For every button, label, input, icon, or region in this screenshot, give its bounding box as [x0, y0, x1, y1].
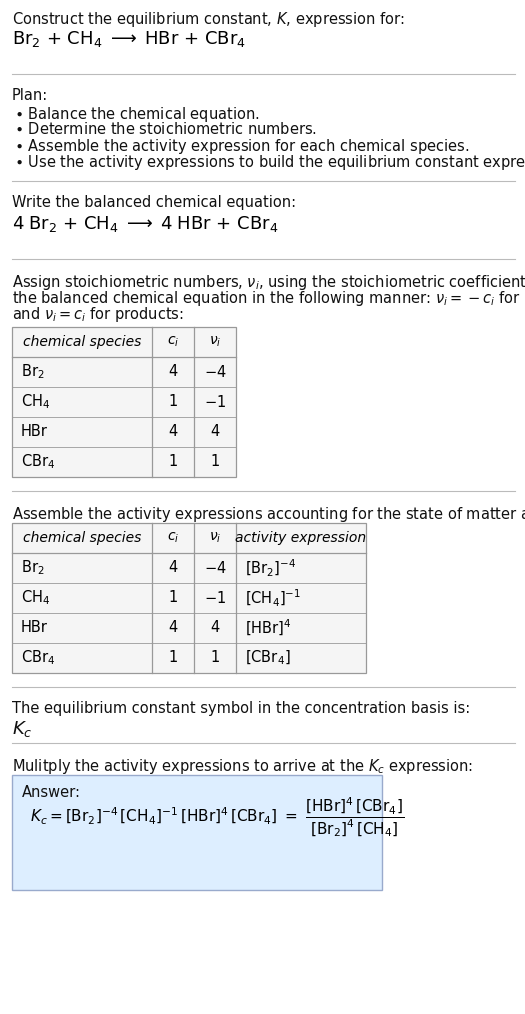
Text: 1: 1 — [211, 454, 219, 469]
Text: $\mathrm{CH_4}$: $\mathrm{CH_4}$ — [21, 589, 50, 607]
Text: 1: 1 — [169, 651, 177, 665]
Text: the balanced chemical equation in the following manner: $\nu_i = -c_i$ for react: the balanced chemical equation in the fo… — [12, 289, 525, 308]
Text: $\bullet$ Assemble the activity expression for each chemical species.: $\bullet$ Assemble the activity expressi… — [14, 137, 469, 156]
Text: $\nu_i$: $\nu_i$ — [209, 335, 221, 349]
Text: HBr: HBr — [21, 425, 48, 439]
Text: $-1$: $-1$ — [204, 394, 226, 410]
Text: and $\nu_i = c_i$ for products:: and $\nu_i = c_i$ for products: — [12, 305, 184, 324]
Text: $[\mathrm{Br_2}]^{-4}$: $[\mathrm{Br_2}]^{-4}$ — [245, 558, 296, 579]
Text: Assemble the activity expressions accounting for the state of matter and $\nu_i$: Assemble the activity expressions accoun… — [12, 505, 525, 524]
Text: $K_c = [\mathrm{Br_2}]^{-4}\,[\mathrm{CH_4}]^{-1}\,[\mathrm{HBr}]^{4}\,[\mathrm{: $K_c = [\mathrm{Br_2}]^{-4}\,[\mathrm{CH… — [30, 795, 404, 839]
Text: 1: 1 — [169, 590, 177, 605]
Text: $\bullet$ Balance the chemical equation.: $\bullet$ Balance the chemical equation. — [14, 105, 259, 124]
Text: $[\mathrm{CH_4}]^{-1}$: $[\mathrm{CH_4}]^{-1}$ — [245, 587, 301, 608]
Text: $4\;\mathrm{Br_2}$ $+$ $\mathrm{CH_4}$$\;\longrightarrow\;$$4\;\mathrm{HBr}$ $+$: $4\;\mathrm{Br_2}$ $+$ $\mathrm{CH_4}$$\… — [12, 214, 279, 234]
Text: 4: 4 — [169, 364, 177, 379]
Text: 1: 1 — [211, 651, 219, 665]
Text: HBr: HBr — [21, 621, 48, 636]
Text: $\mathrm{CH_4}$: $\mathrm{CH_4}$ — [21, 392, 50, 412]
Text: $\bullet$ Determine the stoichiometric numbers.: $\bullet$ Determine the stoichiometric n… — [14, 121, 317, 137]
Text: Answer:: Answer: — [22, 785, 81, 800]
Text: chemical species: chemical species — [23, 531, 141, 545]
Text: Mulitply the activity expressions to arrive at the $K_c$ expression:: Mulitply the activity expressions to arr… — [12, 757, 473, 776]
Bar — [12, 775, 382, 890]
Text: $\nu_i$: $\nu_i$ — [209, 530, 221, 546]
Text: $-4$: $-4$ — [204, 364, 226, 380]
Text: $\mathrm{Br_2}$: $\mathrm{Br_2}$ — [21, 363, 45, 381]
Text: Construct the equilibrium constant, $K$, expression for:: Construct the equilibrium constant, $K$,… — [12, 10, 405, 29]
Text: $[\mathrm{HBr}]^{4}$: $[\mathrm{HBr}]^{4}$ — [245, 618, 291, 638]
Bar — [12, 327, 236, 477]
Text: Assign stoichiometric numbers, $\nu_i$, using the stoichiometric coefficients, $: Assign stoichiometric numbers, $\nu_i$, … — [12, 273, 525, 292]
Text: $\mathrm{CBr_4}$: $\mathrm{CBr_4}$ — [21, 452, 55, 472]
Text: $\bullet$ Use the activity expressions to build the equilibrium constant express: $\bullet$ Use the activity expressions t… — [14, 153, 525, 172]
Text: Plan:: Plan: — [12, 88, 48, 103]
Text: 1: 1 — [169, 394, 177, 410]
Bar — [12, 523, 366, 673]
Text: The equilibrium constant symbol in the concentration basis is:: The equilibrium constant symbol in the c… — [12, 701, 470, 716]
Text: $c_i$: $c_i$ — [167, 335, 179, 349]
Text: chemical species: chemical species — [23, 335, 141, 349]
Text: 4: 4 — [169, 561, 177, 576]
Text: $\mathrm{Br_2}$ $+$ $\mathrm{CH_4}$$\;\longrightarrow\;$$\mathrm{HBr}$ $+$ $\mat: $\mathrm{Br_2}$ $+$ $\mathrm{CH_4}$$\;\l… — [12, 29, 246, 49]
Text: $[\mathrm{CBr_4}]$: $[\mathrm{CBr_4}]$ — [245, 649, 291, 667]
Text: Write the balanced chemical equation:: Write the balanced chemical equation: — [12, 195, 296, 210]
Text: 4: 4 — [169, 425, 177, 439]
Text: $c_i$: $c_i$ — [167, 530, 179, 546]
Text: $\mathrm{CBr_4}$: $\mathrm{CBr_4}$ — [21, 649, 55, 667]
Text: 4: 4 — [211, 621, 219, 636]
Text: $-4$: $-4$ — [204, 560, 226, 576]
Text: 4: 4 — [169, 621, 177, 636]
Text: $K_c$: $K_c$ — [12, 719, 33, 739]
Text: 1: 1 — [169, 454, 177, 469]
Text: activity expression: activity expression — [235, 531, 366, 545]
Text: 4: 4 — [211, 425, 219, 439]
Text: $-1$: $-1$ — [204, 590, 226, 606]
Text: $\mathrm{Br_2}$: $\mathrm{Br_2}$ — [21, 559, 45, 577]
